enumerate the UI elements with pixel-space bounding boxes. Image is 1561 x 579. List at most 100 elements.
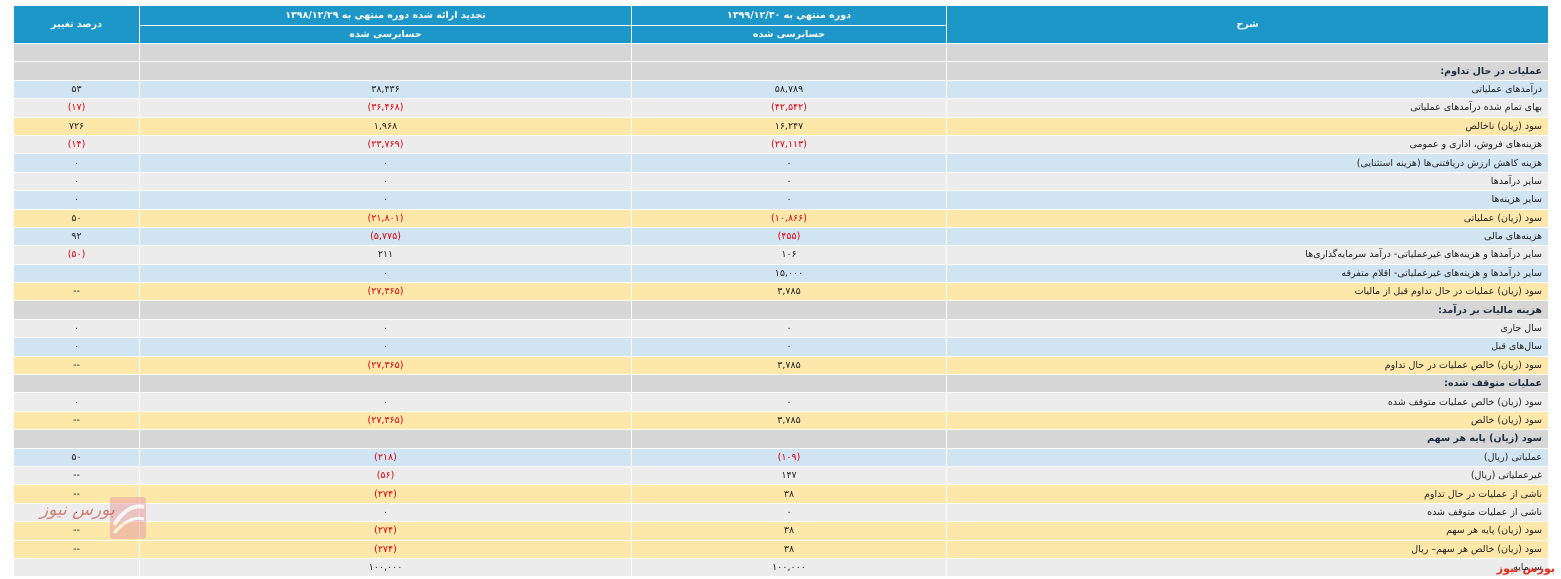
description-cell: سود (زیان) خالص عملیات متوقف شده: [946, 392, 1549, 412]
table-row: ۰ ۰ ۰ سال جاری: [13, 318, 1549, 339]
previous-value-cell: (۲۷,۳۶۵): [139, 410, 632, 431]
current-value-cell: ۵۸,۷۸۹: [631, 79, 947, 100]
table-row: (۱۴) (۲۳,۷۶۹) (۲۷,۱۱۳) هزینه‌های فروش، ادار…: [13, 134, 1549, 155]
current-value-cell: ۳,۷۸۵: [631, 410, 947, 431]
change-cell: ۹۲: [13, 226, 140, 247]
current-value-cell: ۳,۷۸۵: [631, 355, 947, 376]
financial-statement-table: درصد تغییر تجدید ارائه شده دوره منتهي به…: [13, 5, 1549, 578]
description-cell: ناشی از عملیات در حال تداوم: [946, 484, 1549, 504]
description-cell: سایر هزینه‌ها: [946, 190, 1549, 210]
header-previous-audited: حسابرسی شده: [139, 25, 632, 44]
previous-value-cell: ۰: [139, 153, 632, 173]
current-value-cell: [631, 429, 947, 449]
description-cell: [946, 42, 1549, 63]
description-cell: سود (زیان) پایه هر سهم: [946, 521, 1549, 541]
table-row: (۱۷) (۳۶,۴۶۸) (۴۲,۵۴۲) بهای تمام شده درآمده…: [13, 98, 1549, 118]
table-row: ۰ ۰ ۰ هزینه کاهش ارزش دریافتنی‌ها (هزینه اس…: [13, 153, 1549, 173]
change-cell: [13, 61, 140, 81]
watermark: بورس نیوز: [1496, 562, 1555, 575]
previous-value-cell: [139, 300, 632, 320]
header-previous-period: تجدید ارائه شده دوره منتهي به ۱۳۹۸/۱۲/۲۹: [139, 5, 632, 26]
current-value-cell: ۱۶,۲۴۷: [631, 116, 947, 136]
previous-value-cell: ۰: [139, 337, 632, 357]
current-value-cell: [631, 374, 947, 394]
description-cell: سایر درآمدها و هزینه‌های غیرعملیاتی- اقل…: [946, 263, 1549, 284]
previous-value-cell: (۲۷,۳۶۵): [139, 282, 632, 302]
current-value-cell: ۳۸: [631, 484, 947, 504]
current-value-cell: (۱۰۹): [631, 447, 947, 467]
description-cell: سال جاری: [946, 318, 1549, 339]
current-value-cell: (۲۷,۱۱۳): [631, 134, 947, 155]
change-cell: ۵۰: [13, 447, 140, 467]
change-cell: [13, 263, 140, 284]
table-row: -- (۲۷,۳۶۵) ۳,۷۸۵ سود (زیان) عملیات در حال …: [13, 282, 1549, 302]
change-cell: ۰: [13, 502, 140, 523]
current-value-cell: (۴۵۵): [631, 226, 947, 247]
table-row: ۰ ۰ ۰ سایر درآمدها: [13, 171, 1549, 192]
current-value-cell: ۱۰۶: [631, 245, 947, 265]
change-cell: ۰: [13, 337, 140, 357]
current-value-cell: ۱۵,۰۰۰: [631, 263, 947, 284]
header-change: درصد تغییر: [13, 5, 140, 44]
table-row: ۹۲ (۵,۷۷۵) (۴۵۵) هزینه‌های مالی: [13, 226, 1549, 247]
previous-value-cell: ۱,۹۶۸: [139, 116, 632, 136]
current-value-cell: ۱۰۰,۰۰۰: [631, 557, 947, 578]
table-row: ۰ ۰ ۰ سود (زیان) خالص عملیات متوقف شده: [13, 392, 1549, 412]
description-cell: سود (زیان) خالص هر سهم– ریال: [946, 539, 1549, 559]
description-cell: عملیات متوقف شده:: [946, 374, 1549, 394]
table-row: ۱۰۰,۰۰۰ ۱۰۰,۰۰۰ سرمایه: [13, 557, 1549, 578]
change-cell: [13, 429, 140, 449]
previous-value-cell: [139, 374, 632, 394]
table-row: -- (۲۷۴) ۳۸ سود (زیان) پایه هر سهم: [13, 521, 1549, 541]
change-cell: (۱۴): [13, 134, 140, 155]
section-row: [13, 42, 1549, 63]
current-value-cell: ۰: [631, 337, 947, 357]
section-row: هزینه مالیات بر درآمد:: [13, 300, 1549, 320]
table-row: ۰ ۱۵,۰۰۰ سایر درآمدها و هزینه‌های غیرعملیا…: [13, 263, 1549, 284]
previous-value-cell: (۵,۷۷۵): [139, 226, 632, 247]
description-cell: سود (زیان) عملیات در حال تداوم قبل از ما…: [946, 282, 1549, 302]
change-cell: --: [13, 282, 140, 302]
table-row: ۵۳ ۳۸,۴۳۶ ۵۸,۷۸۹ درآمدهای عملیاتی: [13, 79, 1549, 100]
change-cell: --: [13, 484, 140, 504]
change-cell: [13, 42, 140, 63]
change-cell: [13, 557, 140, 578]
previous-value-cell: ۰: [139, 263, 632, 284]
previous-value-cell: (۳۶,۴۶۸): [139, 98, 632, 118]
section-row: عملیات متوقف شده:: [13, 374, 1549, 394]
table-row: ۰ ۰ ۰ ناشی از عملیات متوقف شده: [13, 502, 1549, 523]
logo-text: بورس نیوز: [40, 500, 115, 520]
change-cell: --: [13, 521, 140, 541]
description-cell: سود (زیان) خالص: [946, 410, 1549, 431]
section-row: سود (زیان) پایه هر سهم: [13, 429, 1549, 449]
header-description: شرح: [946, 5, 1549, 44]
description-cell: سایر درآمدها: [946, 171, 1549, 192]
current-value-cell: ۰: [631, 171, 947, 192]
previous-value-cell: (۲۷۴): [139, 539, 632, 559]
table-row: -- (۲۷۴) ۳۸ سود (زیان) خالص هر سهم– ریال: [13, 539, 1549, 559]
previous-value-cell: ۰: [139, 318, 632, 339]
change-cell: ۰: [13, 190, 140, 210]
previous-value-cell: (۲۳,۷۶۹): [139, 134, 632, 155]
current-value-cell: ۰: [631, 318, 947, 339]
previous-value-cell: (۲۱,۸۰۱): [139, 208, 632, 228]
change-cell: (۱۷): [13, 98, 140, 118]
previous-value-cell: [139, 429, 632, 449]
current-value-cell: ۳۸: [631, 539, 947, 559]
change-cell: --: [13, 355, 140, 376]
current-value-cell: ۰: [631, 190, 947, 210]
previous-value-cell: ۰: [139, 190, 632, 210]
change-cell: ۵۰: [13, 208, 140, 228]
description-cell: سایر درآمدها و هزینه‌های غیرعملیاتی- درآ…: [946, 245, 1549, 265]
current-value-cell: ۳۸: [631, 521, 947, 541]
table-row: ۰ ۰ ۰ سایر هزینه‌ها: [13, 190, 1549, 210]
table-row: ۰ ۰ ۰ سال‌های قبل: [13, 337, 1549, 357]
previous-value-cell: ۳۸,۴۳۶: [139, 79, 632, 100]
description-cell: سود (زیان) عملیاتی: [946, 208, 1549, 228]
previous-value-cell: (۲۷,۳۶۵): [139, 355, 632, 376]
current-value-cell: [631, 300, 947, 320]
previous-value-cell: (۲۷۴): [139, 521, 632, 541]
current-value-cell: ۰: [631, 153, 947, 173]
section-row: عملیات در حال تداوم:: [13, 61, 1549, 81]
current-value-cell: [631, 42, 947, 63]
